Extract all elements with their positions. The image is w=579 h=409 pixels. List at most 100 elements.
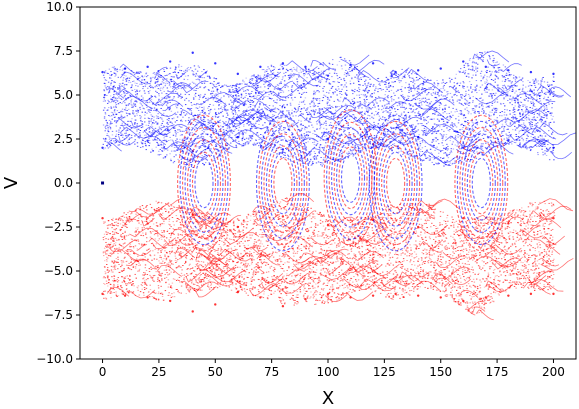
blue-point xyxy=(346,110,348,112)
blue-point xyxy=(140,116,142,118)
blue-point xyxy=(439,133,442,135)
blue-point xyxy=(366,123,368,125)
blue-point xyxy=(375,143,377,145)
blue-point xyxy=(437,155,440,157)
blue-point xyxy=(105,120,108,122)
blue-point xyxy=(220,135,222,137)
blue-point xyxy=(257,86,260,88)
blue-point xyxy=(369,138,372,140)
blue-point xyxy=(158,154,160,156)
blue-point xyxy=(349,137,351,139)
blue-point xyxy=(457,143,459,145)
blue-point xyxy=(392,131,394,133)
blue-point xyxy=(176,104,179,106)
blue-point xyxy=(400,150,402,152)
blue-point xyxy=(312,138,314,140)
blue-point xyxy=(522,105,524,107)
blue-point xyxy=(228,118,230,120)
blue-point xyxy=(130,76,132,78)
blue-point xyxy=(246,89,249,91)
blue-point xyxy=(506,109,508,111)
blue-point xyxy=(104,85,106,87)
blue-point xyxy=(102,109,105,111)
blue-point xyxy=(504,144,507,146)
blue-point xyxy=(249,123,252,125)
blue-point xyxy=(325,142,327,144)
blue-point xyxy=(414,89,416,91)
blue-point xyxy=(308,125,310,127)
blue-point xyxy=(319,162,322,164)
blue-point xyxy=(166,115,168,117)
blue-point xyxy=(292,155,295,157)
blue-point xyxy=(269,110,272,112)
blue-point xyxy=(419,113,421,115)
blue-point xyxy=(178,95,181,97)
blue-point xyxy=(454,135,457,137)
blue-point xyxy=(524,92,526,94)
blue-point xyxy=(391,107,393,109)
blue-point xyxy=(170,110,173,112)
blue-point xyxy=(107,130,109,132)
blue-point xyxy=(396,105,399,107)
blue-point xyxy=(105,125,107,127)
blue-point xyxy=(169,101,171,103)
blue-point xyxy=(298,106,301,108)
blue-point xyxy=(116,110,119,112)
blue-point xyxy=(549,84,551,86)
blue-point xyxy=(390,89,393,91)
blue-point xyxy=(308,114,311,116)
blue-point xyxy=(502,76,504,78)
blue-point xyxy=(167,106,169,108)
blue-point xyxy=(464,103,467,105)
blue-point xyxy=(490,118,492,120)
blue-point xyxy=(538,101,540,103)
blue-point xyxy=(199,80,201,82)
blue-point xyxy=(446,94,448,96)
blue-point xyxy=(395,133,397,135)
blue-point xyxy=(319,100,321,102)
blue-point xyxy=(220,106,223,108)
blue-point xyxy=(308,120,310,122)
blue-point xyxy=(453,82,456,84)
blue-point xyxy=(479,86,482,88)
blue-point xyxy=(473,156,475,158)
blue-point xyxy=(300,84,303,86)
blue-point xyxy=(539,100,542,102)
blue-point xyxy=(480,110,483,112)
blue-point xyxy=(125,105,128,107)
blue-point xyxy=(514,117,517,119)
blue-point xyxy=(546,99,549,101)
blue-point xyxy=(317,161,320,163)
blue-point xyxy=(176,120,178,122)
blue-point xyxy=(153,122,155,124)
blue-point xyxy=(158,139,161,141)
blue-point xyxy=(465,75,468,77)
blue-point xyxy=(121,122,124,124)
blue-point xyxy=(333,100,335,102)
blue-point xyxy=(342,140,345,142)
blue-point xyxy=(286,104,288,106)
blue-point xyxy=(175,154,177,156)
blue-point xyxy=(317,76,319,78)
blue-point xyxy=(188,108,190,110)
blue-point xyxy=(298,85,300,87)
blue-point xyxy=(149,90,151,92)
blue-point xyxy=(303,148,305,150)
blue-point xyxy=(385,144,387,146)
blue-point xyxy=(212,90,215,92)
blue-point xyxy=(386,111,389,113)
blue-point xyxy=(287,113,290,115)
blue-point xyxy=(301,163,304,165)
blue-point xyxy=(319,63,321,65)
blue-point xyxy=(494,108,496,110)
blue-point xyxy=(385,76,388,78)
blue-point xyxy=(351,69,353,71)
blue-point xyxy=(119,98,122,100)
blue-point xyxy=(104,107,106,109)
blue-point xyxy=(343,79,345,81)
blue-point xyxy=(347,156,349,158)
blue-point xyxy=(490,149,492,151)
blue-point xyxy=(272,147,274,149)
blue-point xyxy=(117,76,120,78)
blue-point xyxy=(176,92,179,94)
